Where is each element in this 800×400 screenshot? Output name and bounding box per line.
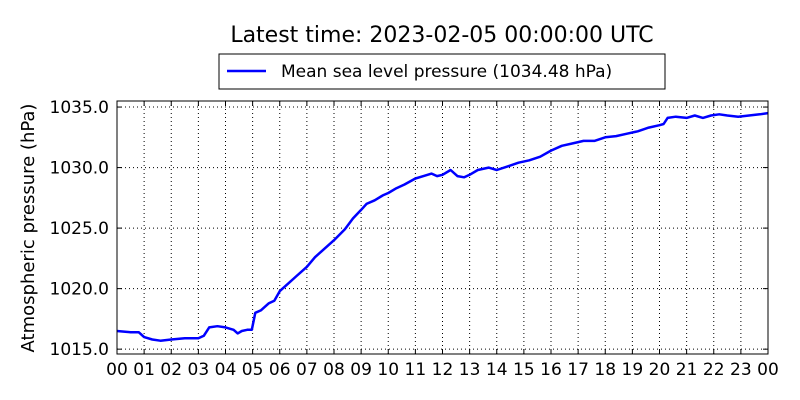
x-tick-label: 12 (432, 360, 454, 380)
x-tick-label: 13 (459, 360, 481, 380)
x-tick-label: 01 (133, 360, 155, 380)
x-tick-label: 04 (215, 360, 237, 380)
x-tick-label: 14 (486, 360, 508, 380)
x-tick-label: 00 (757, 360, 779, 380)
x-tick-label: 20 (649, 360, 671, 380)
x-tick-label: 18 (594, 360, 616, 380)
y-tick-label: 1015.0 (50, 340, 109, 360)
x-tick-label: 07 (296, 360, 318, 380)
grid-lines (117, 101, 768, 354)
series-line-mean-sea-level-pressure (116, 111, 769, 342)
x-tick-label: 09 (350, 360, 372, 380)
x-tick-label: 08 (323, 360, 345, 380)
x-tick-label: 00 (106, 360, 128, 380)
y-tick-label: 1025.0 (50, 219, 109, 239)
plot-frame (116, 100, 769, 355)
x-tick-label: 02 (160, 360, 182, 380)
x-tick-label: 17 (567, 360, 589, 380)
x-tick-label: 05 (242, 360, 264, 380)
x-tick-label: 06 (269, 360, 291, 380)
x-tick-label: 22 (703, 360, 725, 380)
x-tick-label: 15 (513, 360, 535, 380)
axis-ticks: 00 01 02 03 04 05 06 07 08 09 10 11 12 13 14 15 16 17 18 19… (50, 98, 779, 380)
x-tick-label: 11 (405, 360, 427, 380)
x-tick-label: 19 (622, 360, 644, 380)
y-tick-label: 1030.0 (50, 159, 109, 179)
chart-title: Latest time: 2023-02-05 00:00:00 UTC (230, 23, 653, 48)
x-tick-label: 21 (676, 360, 698, 380)
legend-box (218, 53, 666, 90)
legend: Mean sea level pressure (1034.48 hPa) (218, 53, 666, 90)
y-tick-label: 1020.0 (50, 280, 109, 300)
x-tick-label: 16 (540, 360, 562, 380)
x-tick-label: 10 (377, 360, 399, 380)
legend-label: Mean sea level pressure (1034.48 hPa) (281, 62, 612, 82)
y-axis-label: Atmospheric pressure (hPa) (18, 104, 39, 353)
x-tick-label: 03 (188, 360, 210, 380)
y-tick-label: 1035.0 (50, 98, 109, 118)
x-tick-label: 23 (730, 360, 752, 380)
series-layer (116, 111, 769, 342)
